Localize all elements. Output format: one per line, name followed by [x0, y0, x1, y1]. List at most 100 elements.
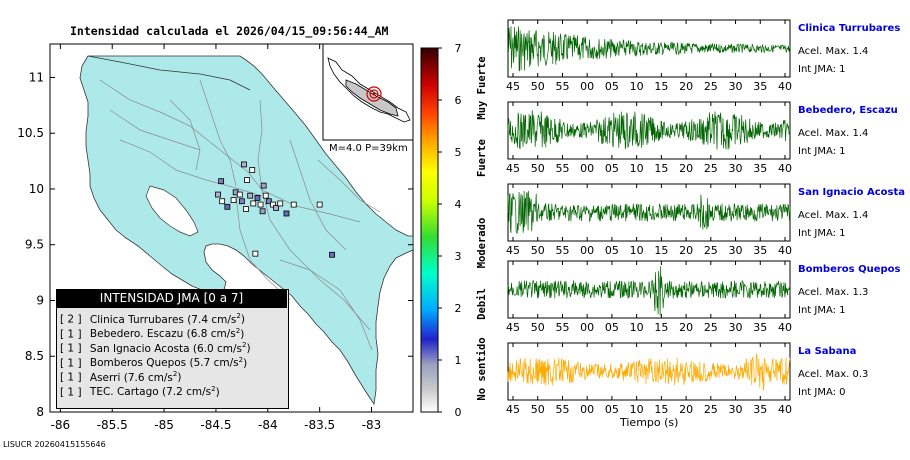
map-xtick-label: -85 — [154, 418, 174, 432]
colorbar-tick-label: 7 — [455, 42, 462, 55]
colorbar-tick-label: 1 — [455, 354, 462, 367]
legend-row-jma: [ 1 ] — [60, 357, 82, 369]
legend-row-text: Bomberos Quepos (5.7 cm/s — [86, 357, 239, 369]
station-marker[interactable] — [316, 201, 323, 208]
station-marker[interactable] — [244, 177, 250, 183]
seismo-int-jma: Int JMA: 1 — [798, 146, 846, 157]
station-marker[interactable] — [250, 200, 257, 207]
legend-row-text: Clinica Turrubares (7.4 cm/s — [86, 313, 237, 326]
legend-row-text: San Ignacio Acosta (6.0 cm/s — [86, 342, 242, 355]
colorbar-label-muy-fuerte: Muy Fuerte — [476, 56, 488, 120]
land-costa-rica — [79, 55, 413, 406]
station-marker[interactable] — [262, 192, 269, 199]
legend-row-jma: [ 1 ] — [60, 328, 82, 340]
gulf-water — [145, 185, 199, 237]
map-xtick-label: -85.5 — [97, 418, 128, 432]
road-network — [99, 79, 381, 351]
inset-map — [322, 43, 414, 141]
legend-row-jma: [ 2 ] — [60, 313, 82, 326]
seismo-accel-max: Acel. Max. 1.4 — [798, 210, 869, 221]
station-marker[interactable] — [236, 191, 243, 198]
legend-row: [ 1 ] TEC. Cartago (7.2 cm/s2) — [60, 385, 220, 399]
seismo-station-name: La Sabana — [798, 346, 857, 357]
seismo-station-name: Bebedero, Escazu — [798, 105, 898, 116]
seismo-int-jma: Int JMA: 0 — [798, 387, 846, 398]
seismo-accel-max: Acel. Max. 1.4 — [798, 128, 869, 139]
station-marker[interactable] — [273, 205, 279, 211]
colorbar-tick-label: 4 — [455, 198, 462, 211]
station-marker[interactable] — [290, 201, 297, 208]
station-marker[interactable] — [230, 197, 237, 204]
legend-row-jma: [ 1 ] — [60, 386, 82, 398]
legend-row-sup: 2 — [236, 312, 241, 320]
station-marker[interactable] — [257, 201, 264, 208]
map-ytick-label: 11 — [29, 70, 44, 84]
station-marker[interactable] — [259, 208, 266, 215]
station-marker[interactable] — [219, 198, 226, 205]
station-marker[interactable] — [270, 201, 276, 208]
legend-row-tail: ) — [243, 357, 248, 369]
legend-row-sup: 2 — [235, 326, 241, 335]
station-marker[interactable] — [283, 210, 290, 217]
map-ytick-label: 9.5 — [25, 238, 44, 252]
station-marker[interactable] — [241, 161, 247, 168]
station-marker[interactable] — [254, 194, 261, 201]
colorbar-tick-label: 2 — [455, 302, 462, 315]
map-xtick-label: -84 — [258, 418, 278, 432]
colorbar-ticks: 0 1 2 3 4 5 6 7 — [438, 42, 462, 419]
station-marker[interactable] — [277, 200, 284, 207]
map-xtick-label: -83.5 — [304, 418, 335, 432]
seismo-station-name: Clinica Turrubares — [798, 23, 901, 34]
station-marker[interactable] — [260, 182, 267, 189]
legend-row-tail: ) — [240, 328, 245, 340]
seismo-accel-max: Acel. Max. 1.4 — [798, 46, 869, 57]
station-marker[interactable] — [218, 178, 225, 185]
legend-row: [ 1 ] Bebedero. Escazu (6.8 cm/s2) — [60, 327, 244, 341]
station-marker[interactable] — [243, 206, 249, 212]
legend-row-jma: [ 1 ] — [60, 342, 82, 355]
seismo-int-jma: Int JMA: 1 — [798, 305, 846, 316]
station-markers — [215, 161, 336, 258]
colorbar — [420, 47, 439, 413]
chart-title: Intensidad calculada el 2026/04/15_09:56… — [70, 24, 389, 38]
map-xtick-label: -86 — [51, 418, 71, 432]
colorbar-tick-label: 3 — [455, 250, 462, 263]
seismo-int-jma: Int JMA: 1 — [798, 228, 846, 239]
colorbar-tick-label: 5 — [455, 146, 462, 159]
station-marker[interactable] — [238, 198, 245, 205]
station-marker[interactable] — [252, 250, 259, 257]
seismo-accel-max: Acel. Max. 0.3 — [798, 369, 869, 380]
border-nicaragua — [87, 55, 251, 91]
station-marker[interactable] — [247, 192, 254, 199]
map-ytick-label: 8 — [36, 405, 44, 419]
station-marker[interactable] — [329, 251, 336, 258]
map-xtick-label: -84.5 — [200, 418, 231, 432]
footer-id: LISUCR 20260415155646 — [3, 440, 106, 449]
time-axis-label: Tiempo (s) — [620, 416, 679, 429]
colorbar-label-fuerte: Fuerte — [476, 139, 488, 177]
station-marker[interactable] — [249, 167, 256, 173]
legend-row-text: Aserri (7.6 cm/s — [86, 371, 173, 384]
legend-row: [ 1 ] Aserri (7.6 cm/s2) — [60, 370, 181, 384]
legend-header: INTENSIDAD JMA [0 a 7] — [56, 289, 287, 308]
station-marker[interactable] — [224, 203, 231, 210]
seismo-int-jma: Int JMA: 1 — [798, 64, 846, 75]
seismo-station-name: San Ignacio Acosta — [798, 187, 906, 198]
legend-row: [ 1 ] San Ignacio Acosta (6.0 cm/s2) — [60, 341, 251, 355]
station-marker[interactable] — [265, 198, 272, 205]
map-ytick-label: 8.5 — [25, 349, 44, 363]
legend-row-tail: ) — [215, 386, 220, 398]
legend-row-text: Bebedero. Escazu (6.8 cm/s — [86, 328, 236, 340]
legend-row-tail: ) — [177, 371, 182, 384]
legend-row-tail: ) — [240, 313, 245, 326]
map-ytick-label: 9 — [36, 293, 44, 307]
station-marker[interactable] — [215, 191, 221, 198]
legend-row-jma: [ 1 ] — [60, 371, 82, 384]
map-axes: -86 -85.5 -85 -84.5 -84 -83.5 -83 11 10.5 10 9.5 9 8… — [17, 44, 413, 432]
inset-magnitude-label: M=4.0 P=39km — [329, 143, 408, 154]
legend-row-sup: 2 — [242, 341, 247, 349]
legend-row-text: TEC. Cartago (7.2 cm/s — [86, 386, 212, 398]
map-xtick-label: -83 — [362, 418, 382, 432]
legend-row: [ 2 ] Clinica Turrubares (7.4 cm/s2) — [60, 312, 245, 326]
colorbar-label-no-sentido: No sentido — [476, 337, 488, 401]
